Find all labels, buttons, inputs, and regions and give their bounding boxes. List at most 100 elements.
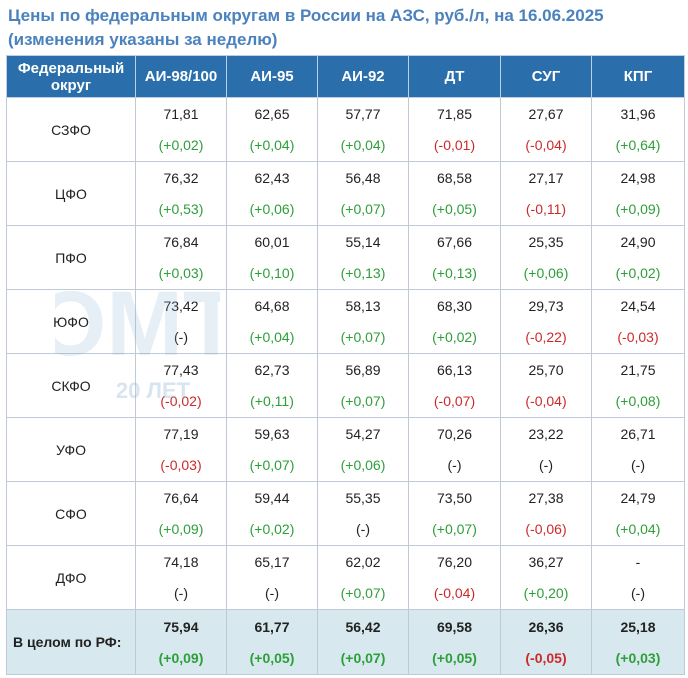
price-change: (+0,06) xyxy=(249,201,295,217)
price-value: 61,77 xyxy=(254,618,290,635)
price-change: (+0,04) xyxy=(615,521,661,537)
price-change: (-0,01) xyxy=(433,137,476,153)
price-change: (+0,05) xyxy=(432,649,477,666)
price-value: 62,73 xyxy=(254,362,290,378)
price-cell: 59,44 (+0,02) xyxy=(226,481,318,546)
price-change: (+0,02) xyxy=(158,137,204,153)
region-name: ЮФО xyxy=(6,289,136,354)
price-change: (+0,04) xyxy=(249,329,295,345)
price-value: 76,32 xyxy=(163,170,199,186)
price-value: 75,94 xyxy=(163,618,199,635)
price-cell: 65,17 (-) xyxy=(226,545,318,610)
region-name: В целом по РФ: xyxy=(6,609,136,675)
price-change: (-0,06) xyxy=(525,521,567,537)
price-change: (+0,07) xyxy=(249,457,295,473)
price-change: (+0,07) xyxy=(340,649,386,666)
price-cell: 27,38 (-0,06) xyxy=(500,481,592,546)
price-change: (+0,11) xyxy=(250,393,294,409)
price-change: (+0,10) xyxy=(249,265,295,281)
price-cell: 66,13 (-0,07) xyxy=(408,353,501,418)
price-value: 70,26 xyxy=(436,426,473,442)
price-cell: 57,77 (+0,04) xyxy=(317,97,409,162)
region-name: СКФО xyxy=(6,353,136,418)
price-value: 23,22 xyxy=(528,426,564,442)
price-change: (+0,03) xyxy=(158,265,204,281)
price-cell: 27,67 (-0,04) xyxy=(500,97,592,162)
price-change: (-0,04) xyxy=(433,585,476,601)
price-change: (+0,05) xyxy=(432,201,477,217)
price-value: 66,13 xyxy=(436,362,473,378)
price-change: (+0,03) xyxy=(615,649,661,666)
header-row: Федеральный округ АИ-98/100 АИ-95 АИ-92 … xyxy=(6,55,685,98)
price-value: 21,75 xyxy=(620,362,656,378)
price-cell: 62,65 (+0,04) xyxy=(226,97,318,162)
price-change: (+0,09) xyxy=(158,521,204,537)
price-value: 25,35 xyxy=(528,234,564,250)
price-change: (+0,02) xyxy=(615,265,661,281)
price-change: (+0,20) xyxy=(523,585,569,601)
fuel-price-table: Федеральный округ АИ-98/100 АИ-95 АИ-92 … xyxy=(6,55,685,675)
price-cell: 75,94 (+0,09) xyxy=(135,609,227,675)
price-change: (-0,04) xyxy=(525,137,567,153)
price-cell: - (-) xyxy=(591,545,685,610)
price-change: (+0,64) xyxy=(615,137,661,153)
price-change: (+0,13) xyxy=(432,265,477,281)
price-change: (-0,02) xyxy=(160,393,202,409)
price-value: 59,44 xyxy=(254,490,290,506)
table-row: ДФО 74,18 (-) 65,17 (-) 62,02 (+0,07) 76,20 (-0,… xyxy=(6,545,685,610)
price-cell: 36,27 (+0,20) xyxy=(500,545,592,610)
price-change: (+0,06) xyxy=(340,457,386,473)
price-value: 56,89 xyxy=(345,362,381,378)
price-cell: 77,19 (-0,03) xyxy=(135,417,227,482)
price-value: 62,43 xyxy=(254,170,290,186)
price-value: 71,85 xyxy=(436,106,473,122)
price-value: 76,20 xyxy=(436,554,473,570)
price-cell: 71,81 (+0,02) xyxy=(135,97,227,162)
price-value: 64,68 xyxy=(254,298,290,314)
price-cell: 58,13 (+0,07) xyxy=(317,289,409,354)
price-change: (-) xyxy=(631,457,645,473)
price-change: (+0,04) xyxy=(249,137,295,153)
col-header-kpg: КПГ xyxy=(591,55,685,98)
price-change: (+0,04) xyxy=(340,137,386,153)
price-value: - xyxy=(635,554,641,570)
price-cell: 64,68 (+0,04) xyxy=(226,289,318,354)
price-value: 56,48 xyxy=(345,170,381,186)
title-line-1: Цены по федеральным округам в России на … xyxy=(8,6,604,25)
price-value: 62,65 xyxy=(254,106,290,122)
price-cell: 27,17 (-0,11) xyxy=(500,161,592,226)
price-cell: 25,70 (-0,04) xyxy=(500,353,592,418)
price-value: 67,66 xyxy=(436,234,473,250)
price-change: (-) xyxy=(539,457,553,473)
price-change: (+0,53) xyxy=(158,201,204,217)
price-change: (+0,07) xyxy=(340,585,386,601)
price-cell: 59,63 (+0,07) xyxy=(226,417,318,482)
col-header-ai95: АИ-95 xyxy=(226,55,318,98)
price-change: (+0,08) xyxy=(615,393,661,409)
price-value: 73,42 xyxy=(163,298,199,314)
price-cell: 73,50 (+0,07) xyxy=(408,481,501,546)
region-name: УФО xyxy=(6,417,136,482)
price-change: (-0,03) xyxy=(617,329,659,345)
price-change: (+0,09) xyxy=(158,649,204,666)
price-change: (+0,07) xyxy=(340,393,386,409)
col-header-sug: СУГ xyxy=(500,55,592,98)
price-change: (-0,07) xyxy=(433,393,476,409)
region-name: ПФО xyxy=(6,225,136,290)
price-value: 27,38 xyxy=(528,490,564,506)
price-value: 26,71 xyxy=(620,426,656,442)
price-value: 25,18 xyxy=(620,618,656,635)
price-value: 65,17 xyxy=(254,554,290,570)
price-cell: 56,42 (+0,07) xyxy=(317,609,409,675)
region-name: СЗФО xyxy=(6,97,136,162)
price-cell: 26,71 (-) xyxy=(591,417,685,482)
price-change: (-) xyxy=(447,457,462,473)
price-value: 27,67 xyxy=(528,106,564,122)
price-value: 24,79 xyxy=(620,490,656,506)
price-value: 24,90 xyxy=(620,234,656,250)
table-row: УФО 77,19 (-0,03) 59,63 (+0,07) 54,27 (+0,06) 7… xyxy=(6,417,685,482)
price-cell: 61,77 (+0,05) xyxy=(226,609,318,675)
price-value: 56,42 xyxy=(345,618,381,635)
price-change: (-) xyxy=(265,585,279,601)
price-value: 74,18 xyxy=(163,554,199,570)
